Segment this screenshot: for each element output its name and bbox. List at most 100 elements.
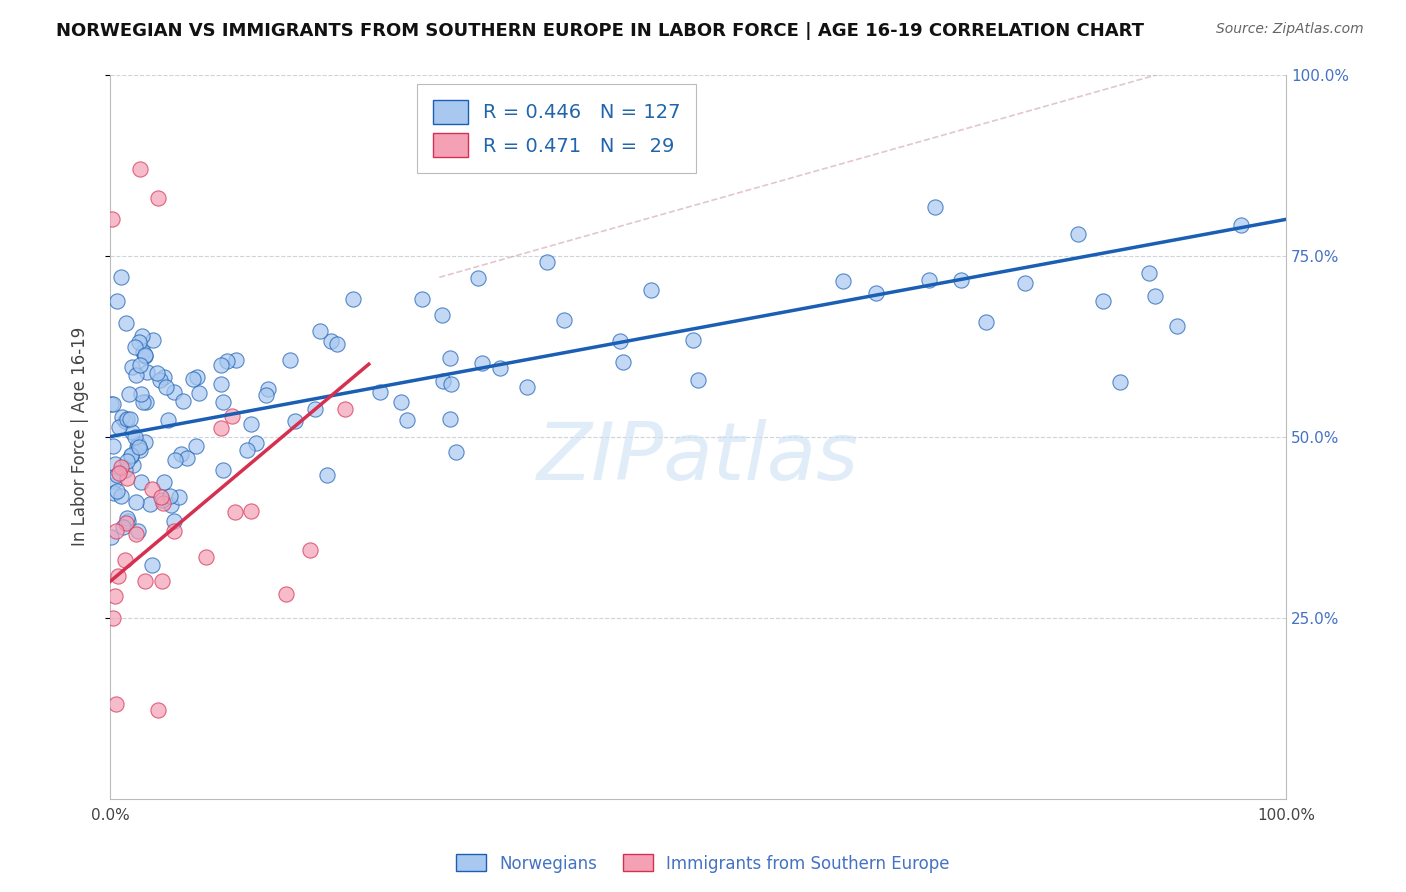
Point bbox=[101, 397, 124, 411]
Point bbox=[105, 294, 128, 309]
Point bbox=[640, 283, 662, 297]
Point bbox=[152, 369, 174, 384]
Point bbox=[184, 439, 207, 453]
Point bbox=[131, 387, 153, 401]
Point bbox=[536, 255, 558, 269]
Point bbox=[950, 273, 973, 287]
Point bbox=[159, 489, 181, 503]
Point bbox=[134, 349, 156, 363]
Point bbox=[489, 361, 512, 376]
Point bbox=[127, 524, 149, 539]
Point bbox=[103, 485, 125, 500]
Point bbox=[103, 474, 125, 488]
Point bbox=[131, 329, 153, 343]
Point bbox=[516, 379, 538, 393]
Point bbox=[342, 292, 364, 306]
Point bbox=[211, 376, 233, 391]
Point bbox=[321, 334, 343, 348]
Point bbox=[467, 271, 489, 285]
Point bbox=[157, 413, 180, 427]
Point bbox=[284, 414, 307, 428]
Point bbox=[127, 440, 149, 454]
Point bbox=[209, 420, 232, 434]
Point bbox=[682, 333, 704, 347]
Point bbox=[121, 449, 143, 463]
Point bbox=[395, 413, 418, 427]
Point bbox=[440, 376, 463, 391]
Point bbox=[149, 373, 172, 387]
Point bbox=[1230, 218, 1253, 232]
Point bbox=[256, 383, 278, 397]
Point bbox=[115, 453, 138, 467]
Point bbox=[235, 443, 257, 458]
Point bbox=[103, 440, 125, 454]
Point bbox=[918, 273, 941, 287]
Point bbox=[150, 492, 173, 507]
Point bbox=[131, 345, 153, 359]
Point bbox=[162, 384, 184, 399]
Point bbox=[121, 359, 143, 374]
Point bbox=[172, 394, 194, 409]
Text: Source: ZipAtlas.com: Source: ZipAtlas.com bbox=[1216, 22, 1364, 37]
Point bbox=[298, 542, 321, 557]
Point bbox=[389, 394, 412, 409]
Point bbox=[1166, 319, 1188, 334]
Legend: Norwegians, Immigrants from Southern Europe: Norwegians, Immigrants from Southern Eur… bbox=[450, 847, 956, 880]
Point bbox=[1143, 289, 1166, 303]
Point bbox=[159, 498, 181, 512]
Point bbox=[187, 386, 209, 401]
Point bbox=[163, 515, 186, 529]
Point bbox=[212, 395, 235, 409]
Point bbox=[128, 442, 150, 457]
Point bbox=[831, 274, 853, 288]
Point bbox=[225, 352, 247, 367]
Point bbox=[974, 315, 997, 329]
Point bbox=[110, 459, 132, 474]
Point bbox=[135, 395, 157, 409]
Point bbox=[432, 308, 454, 322]
Point bbox=[1091, 294, 1114, 309]
Point bbox=[153, 475, 176, 489]
Point bbox=[149, 490, 172, 504]
Point bbox=[132, 395, 155, 409]
Point bbox=[1067, 227, 1090, 241]
Point bbox=[105, 697, 128, 711]
Point bbox=[553, 313, 575, 327]
Point bbox=[128, 441, 150, 455]
Point bbox=[245, 436, 267, 450]
Point bbox=[224, 505, 246, 519]
Point bbox=[125, 368, 148, 383]
Point bbox=[125, 494, 148, 508]
Text: NORWEGIAN VS IMMIGRANTS FROM SOUTHERN EUROPE IN LABOR FORCE | AGE 16-19 CORRELAT: NORWEGIAN VS IMMIGRANTS FROM SOUTHERN EU… bbox=[56, 22, 1144, 40]
Point bbox=[114, 553, 136, 567]
Point bbox=[110, 489, 132, 503]
Point bbox=[100, 529, 122, 543]
Point bbox=[100, 397, 122, 411]
Point bbox=[111, 410, 134, 425]
Point bbox=[105, 468, 128, 483]
Point bbox=[117, 387, 139, 401]
Point bbox=[114, 414, 136, 428]
Point bbox=[1137, 266, 1160, 280]
Point bbox=[124, 340, 146, 354]
Point bbox=[471, 356, 494, 370]
Point bbox=[115, 471, 138, 485]
Point bbox=[276, 587, 298, 601]
Point bbox=[104, 524, 127, 538]
Point bbox=[115, 316, 138, 330]
Point bbox=[195, 549, 218, 564]
Point bbox=[104, 589, 127, 603]
Point bbox=[107, 569, 129, 583]
Point bbox=[439, 351, 461, 366]
Point bbox=[127, 436, 149, 450]
Point bbox=[152, 496, 174, 510]
Point bbox=[141, 558, 163, 572]
Point bbox=[209, 358, 232, 372]
Point bbox=[141, 482, 163, 496]
Point bbox=[186, 369, 208, 384]
Point bbox=[121, 425, 143, 440]
Point bbox=[155, 380, 177, 394]
Point bbox=[148, 191, 170, 205]
Point bbox=[120, 448, 142, 462]
Point bbox=[609, 334, 631, 349]
